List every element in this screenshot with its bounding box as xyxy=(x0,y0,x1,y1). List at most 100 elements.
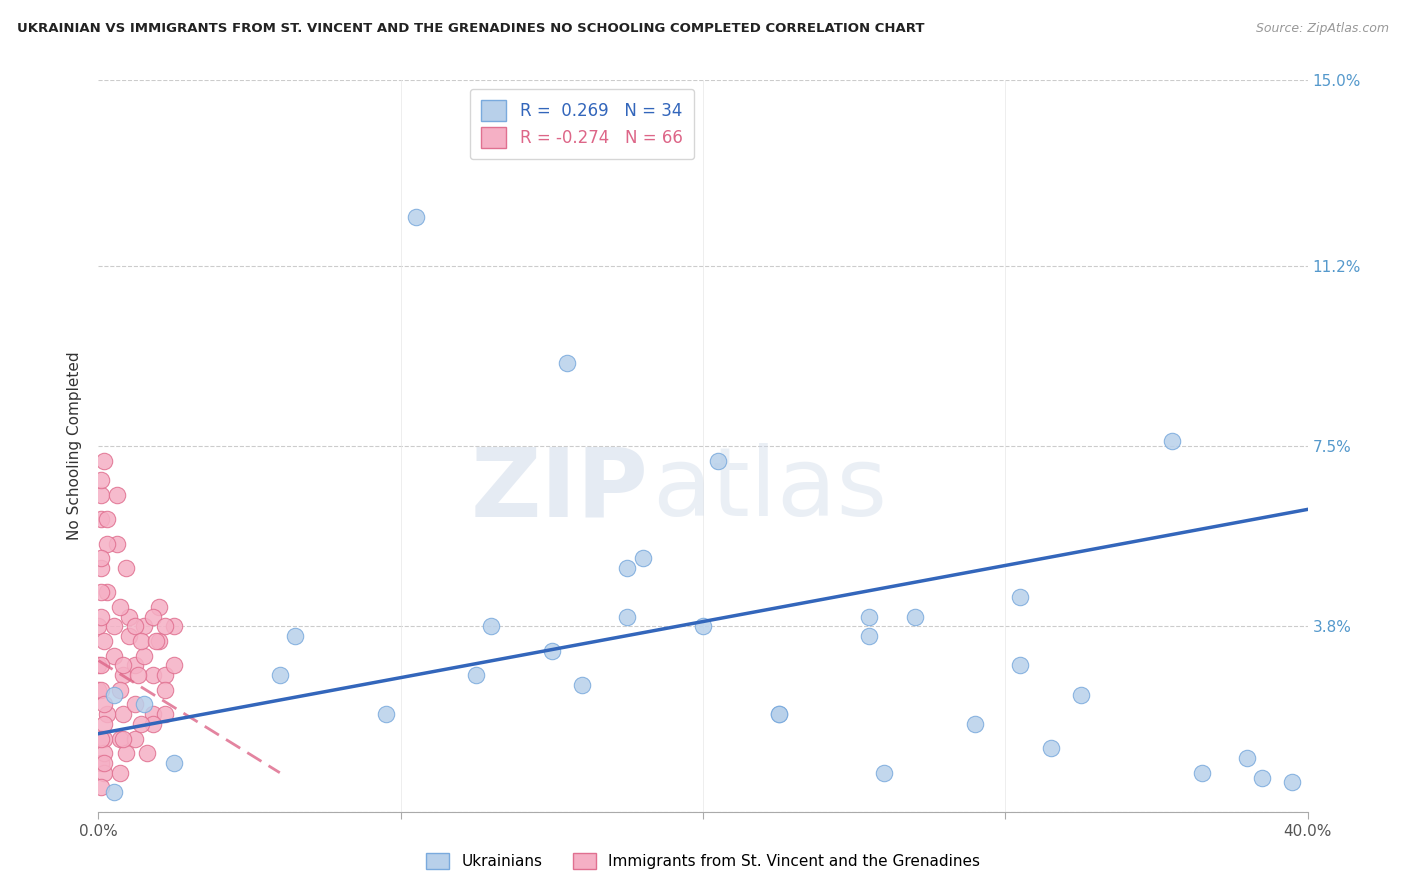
Text: ZIP: ZIP xyxy=(471,443,648,536)
Point xyxy=(105,488,128,502)
Point xyxy=(873,765,896,780)
Point xyxy=(111,731,134,746)
Point xyxy=(129,717,152,731)
Point xyxy=(1281,775,1303,789)
Point xyxy=(132,698,155,712)
Point xyxy=(124,731,146,746)
Point xyxy=(114,561,136,575)
Point xyxy=(858,609,880,624)
Point xyxy=(111,707,134,722)
Point xyxy=(124,698,146,712)
Point xyxy=(90,561,112,575)
Point xyxy=(904,609,927,624)
Point xyxy=(93,717,115,731)
Point xyxy=(148,599,170,614)
Point xyxy=(90,780,112,795)
Point xyxy=(96,536,118,550)
Point xyxy=(858,629,880,643)
Point xyxy=(93,453,115,467)
Point xyxy=(93,698,115,712)
Point xyxy=(132,619,155,633)
Point xyxy=(103,688,125,702)
Point xyxy=(93,731,115,746)
Point xyxy=(1160,434,1182,449)
Point xyxy=(108,599,131,614)
Legend: Ukrainians, Immigrants from St. Vincent and the Grenadines: Ukrainians, Immigrants from St. Vincent … xyxy=(420,847,986,875)
Point xyxy=(142,609,165,624)
Point xyxy=(153,619,176,633)
Point xyxy=(111,668,134,682)
Point xyxy=(96,707,118,722)
Point xyxy=(540,644,562,658)
Point xyxy=(142,707,165,722)
Point xyxy=(108,765,131,780)
Point xyxy=(118,629,141,643)
Point xyxy=(555,356,578,370)
Point xyxy=(103,785,125,799)
Point xyxy=(1010,590,1032,604)
Point xyxy=(148,634,170,648)
Point xyxy=(153,682,176,697)
Point xyxy=(90,551,112,566)
Point xyxy=(124,619,146,633)
Point xyxy=(142,717,165,731)
Point xyxy=(768,707,790,722)
Point xyxy=(93,756,115,770)
Point xyxy=(103,648,125,663)
Point xyxy=(405,210,427,224)
Point xyxy=(108,731,131,746)
Point xyxy=(90,512,112,526)
Point xyxy=(571,678,593,692)
Text: Source: ZipAtlas.com: Source: ZipAtlas.com xyxy=(1256,22,1389,36)
Point xyxy=(284,629,307,643)
Point xyxy=(1251,771,1274,785)
Point xyxy=(90,609,112,624)
Point xyxy=(616,561,638,575)
Point xyxy=(90,585,112,599)
Point xyxy=(103,619,125,633)
Point xyxy=(96,585,118,599)
Point xyxy=(616,609,638,624)
Point xyxy=(90,756,112,770)
Point xyxy=(142,668,165,682)
Y-axis label: No Schooling Completed: No Schooling Completed xyxy=(67,351,83,541)
Point xyxy=(631,551,654,566)
Point xyxy=(768,707,790,722)
Point xyxy=(707,453,730,467)
Point xyxy=(481,619,503,633)
Point xyxy=(129,634,152,648)
Point xyxy=(153,707,176,722)
Point xyxy=(145,634,167,648)
Point xyxy=(105,536,128,550)
Point xyxy=(965,717,987,731)
Point xyxy=(93,746,115,760)
Point xyxy=(692,619,714,633)
Point xyxy=(114,746,136,760)
Text: UKRAINIAN VS IMMIGRANTS FROM ST. VINCENT AND THE GRENADINES NO SCHOOLING COMPLET: UKRAINIAN VS IMMIGRANTS FROM ST. VINCENT… xyxy=(17,22,924,36)
Point xyxy=(374,707,396,722)
Point xyxy=(90,488,112,502)
Point xyxy=(163,756,186,770)
Point xyxy=(1070,688,1092,702)
Point xyxy=(127,668,149,682)
Point xyxy=(93,765,115,780)
Point xyxy=(111,658,134,673)
Point xyxy=(87,682,110,697)
Point xyxy=(1236,751,1258,765)
Point xyxy=(465,668,488,682)
Point xyxy=(96,512,118,526)
Text: atlas: atlas xyxy=(652,443,887,536)
Point xyxy=(90,682,112,697)
Point xyxy=(108,682,131,697)
Point xyxy=(269,668,291,682)
Point xyxy=(163,619,186,633)
Legend: R =  0.269   N = 34, R = -0.274   N = 66: R = 0.269 N = 34, R = -0.274 N = 66 xyxy=(470,88,695,160)
Point xyxy=(153,668,176,682)
Point xyxy=(118,609,141,624)
Point xyxy=(90,473,112,487)
Point xyxy=(90,731,112,746)
Point xyxy=(90,658,112,673)
Point xyxy=(163,658,186,673)
Point xyxy=(87,658,110,673)
Point xyxy=(135,746,157,760)
